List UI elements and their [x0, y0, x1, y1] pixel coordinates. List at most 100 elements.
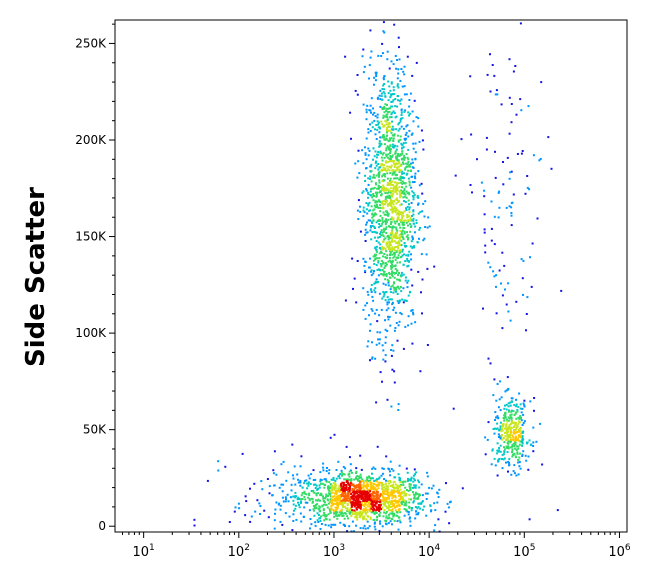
- scatter-point: [492, 270, 495, 273]
- scatter-point: [397, 165, 400, 168]
- scatter-point: [507, 282, 510, 285]
- scatter-point: [334, 523, 337, 526]
- scatter-point: [388, 184, 391, 186]
- scatter-point: [366, 345, 369, 348]
- scatter-point: [389, 243, 391, 245]
- scatter-point: [391, 190, 394, 192]
- scatter-point: [368, 109, 371, 112]
- scatter-point: [375, 401, 378, 404]
- scatter-point: [351, 489, 354, 492]
- scatter-point: [369, 498, 372, 501]
- scatter-point: [379, 89, 382, 92]
- scatter-point: [306, 501, 309, 504]
- scatter-point: [393, 200, 396, 203]
- scatter-point: [363, 504, 366, 507]
- scatter-point: [516, 439, 519, 442]
- scatter-point: [395, 256, 398, 259]
- scatter-point: [365, 208, 368, 211]
- scatter-point: [437, 496, 440, 498]
- scatter-point: [371, 212, 374, 215]
- scatter-point: [358, 503, 361, 506]
- scatter-point: [297, 481, 300, 484]
- scatter-point: [376, 257, 379, 260]
- scatter-point: [375, 221, 378, 224]
- scatter-point: [366, 479, 369, 482]
- scatter-point: [372, 193, 375, 195]
- scatter-point: [420, 291, 422, 294]
- scatter-point: [303, 490, 306, 493]
- scatter-point: [384, 138, 387, 141]
- scatter-point: [394, 231, 397, 234]
- scatter-point: [414, 506, 417, 508]
- scatter-point: [394, 287, 397, 290]
- scatter-point: [496, 422, 499, 425]
- scatter-point: [368, 525, 371, 528]
- scatter-point: [403, 227, 406, 229]
- scatter-point: [369, 190, 372, 193]
- scatter-point: [391, 206, 394, 209]
- scatter-point: [374, 291, 377, 294]
- scatter-point: [381, 525, 384, 528]
- scatter-point: [383, 503, 386, 506]
- scatter-point: [363, 490, 366, 493]
- scatter-point: [390, 184, 393, 187]
- scatter-point: [400, 483, 402, 486]
- scatter-point: [367, 491, 370, 494]
- scatter-point: [281, 523, 284, 526]
- scatter-point: [307, 482, 310, 485]
- scatter-point: [384, 501, 387, 504]
- scatter-point: [400, 211, 403, 214]
- scatter-point: [407, 511, 410, 513]
- scatter-point: [376, 490, 379, 493]
- scatter-point: [444, 510, 447, 513]
- scatter-point: [406, 215, 409, 218]
- scatter-point: [382, 30, 385, 33]
- scatter-point: [420, 501, 423, 504]
- scatter-point: [417, 505, 420, 508]
- scatter-point: [400, 501, 403, 503]
- scatter-point: [421, 278, 424, 281]
- scatter-point: [401, 248, 404, 251]
- scatter-point: [389, 226, 392, 229]
- scatter-point: [406, 281, 409, 284]
- scatter-point: [369, 518, 372, 520]
- scatter-point: [383, 253, 386, 255]
- scatter-point: [501, 453, 504, 456]
- scatter-point: [519, 434, 521, 437]
- scatter-point: [378, 140, 381, 143]
- scatter-point: [370, 289, 373, 292]
- scatter-point: [244, 495, 247, 498]
- scatter-point: [426, 226, 429, 229]
- scatter-point: [363, 264, 366, 267]
- scatter-point: [503, 446, 505, 449]
- scatter-point: [387, 522, 390, 525]
- scatter-point: [338, 477, 341, 480]
- scatter-point: [396, 212, 399, 214]
- scatter-point: [397, 99, 399, 102]
- scatter-point: [371, 472, 373, 475]
- scatter-point: [511, 444, 514, 446]
- scatter-point: [305, 479, 308, 482]
- scatter-point: [367, 204, 370, 207]
- scatter-point: [387, 129, 390, 132]
- scatter-point: [364, 240, 367, 242]
- scatter-point: [393, 512, 395, 515]
- scatter-point: [417, 513, 419, 516]
- scatter-point: [513, 472, 516, 475]
- scatter-point: [389, 251, 392, 254]
- scatter-point: [217, 469, 220, 472]
- scatter-point: [307, 496, 310, 499]
- scatter-point: [364, 233, 367, 236]
- scatter-point: [394, 506, 396, 509]
- scatter-point: [376, 519, 378, 522]
- scatter-point: [391, 344, 394, 347]
- scatter-point: [410, 478, 412, 481]
- scatter-point: [412, 213, 415, 216]
- scatter-point: [392, 495, 395, 498]
- scatter-point: [405, 93, 408, 96]
- scatter-point: [403, 110, 406, 113]
- scatter-point: [377, 477, 380, 480]
- scatter-point: [379, 511, 382, 514]
- scatter-point: [381, 506, 384, 509]
